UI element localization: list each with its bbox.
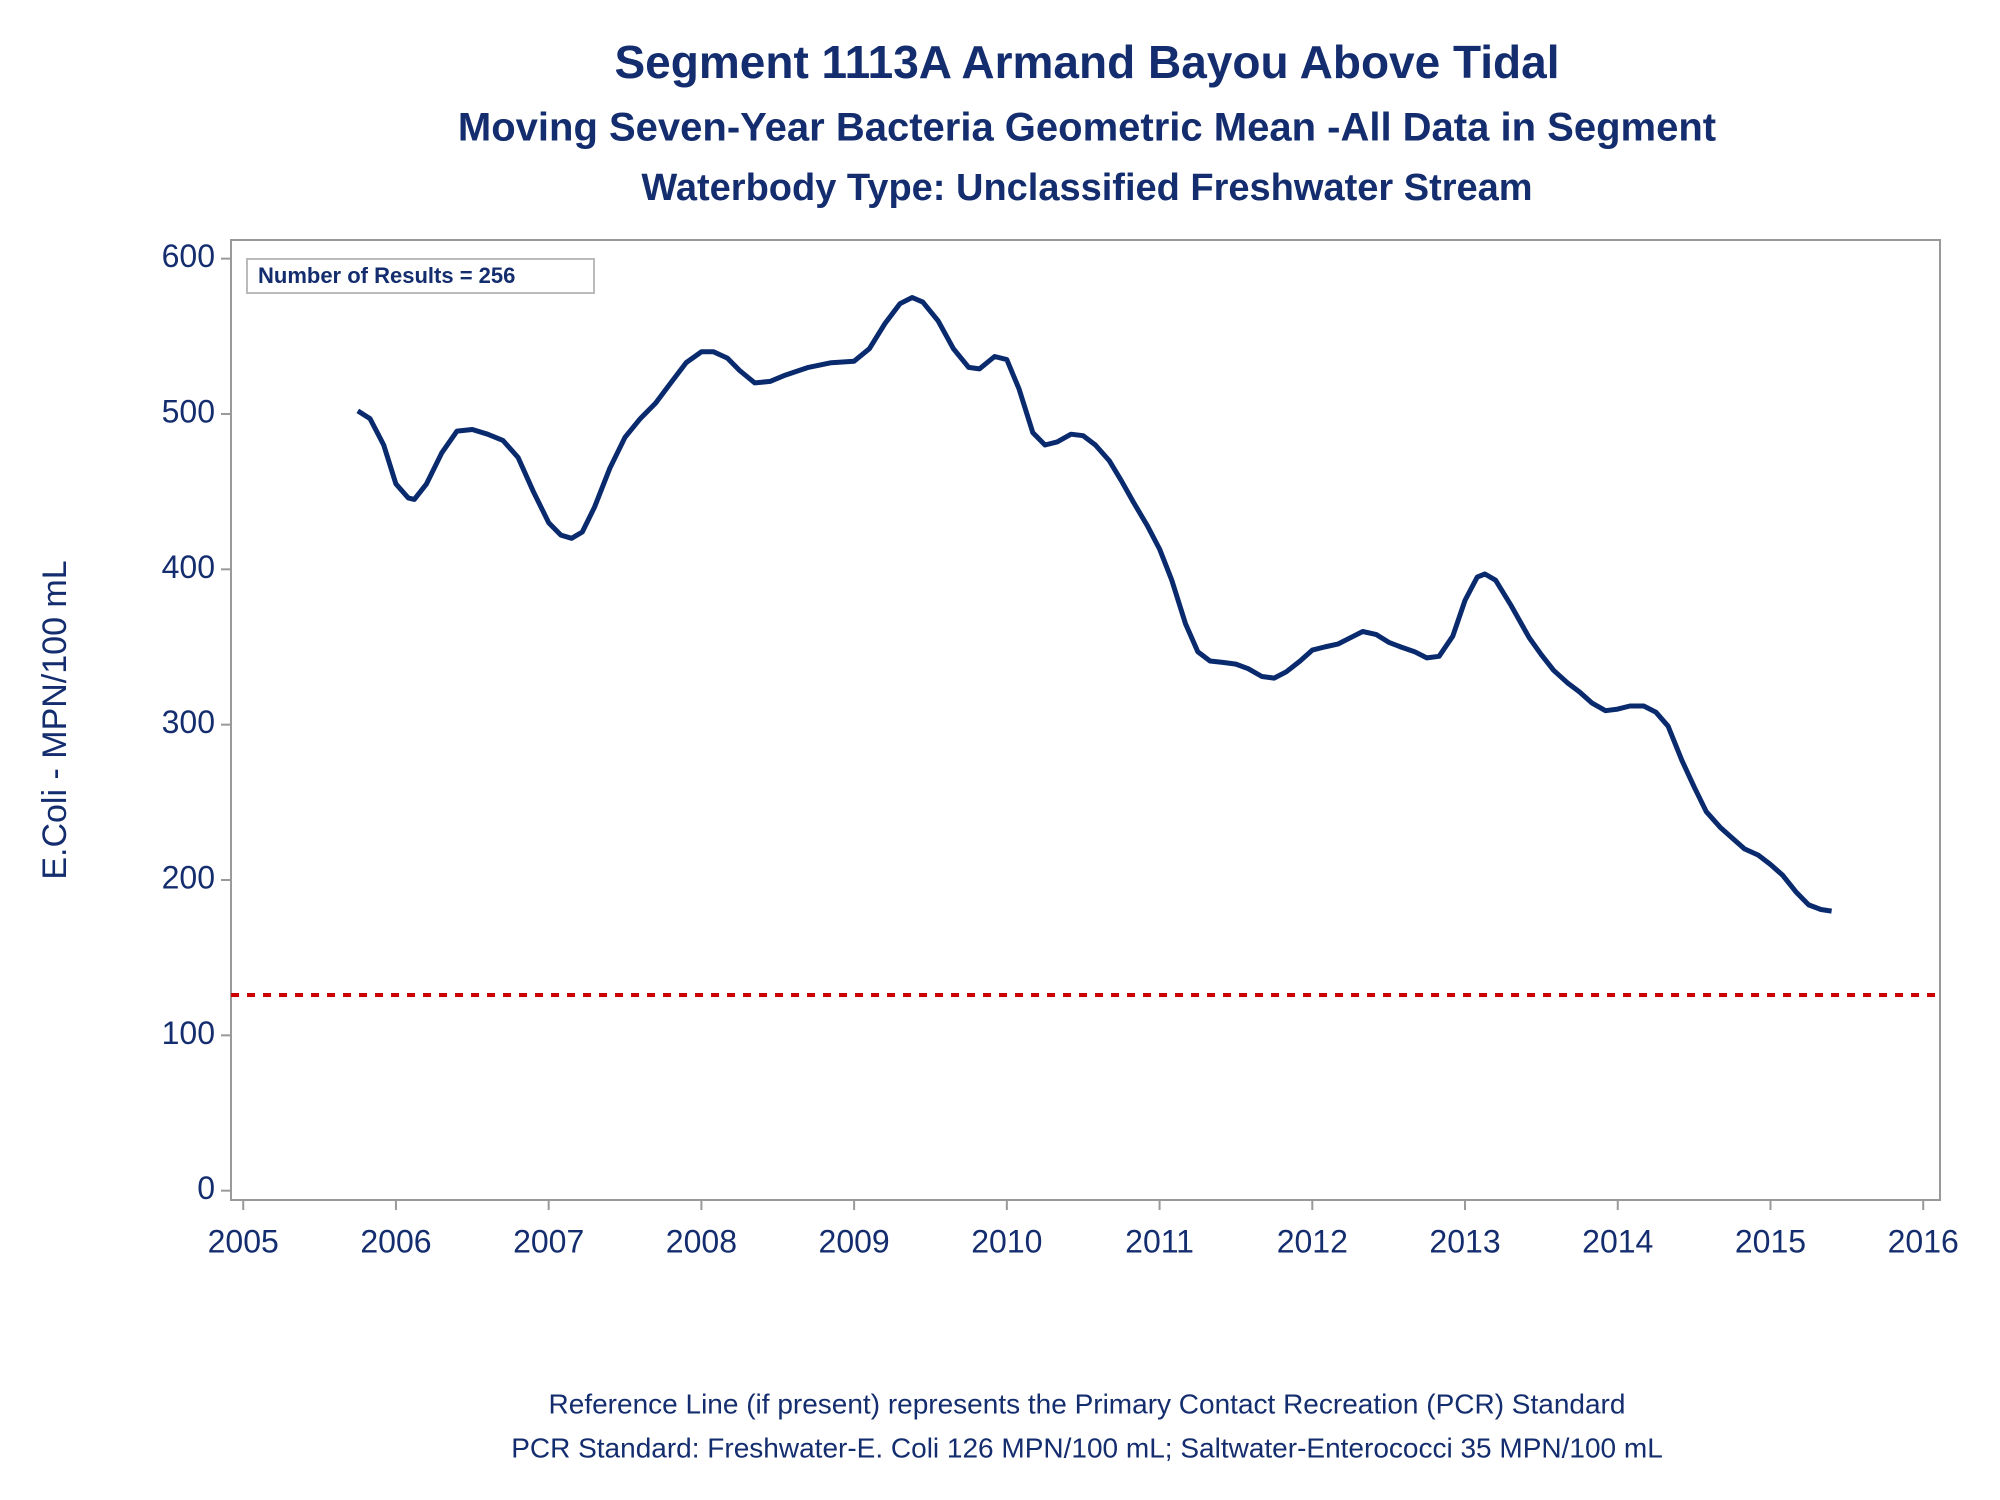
chart-subtitle: Waterbody Type: Unclassified Freshwater … (641, 167, 1532, 209)
y-tick-label: 400 (162, 549, 215, 585)
y-tick-label: 100 (162, 1015, 215, 1051)
x-tick-label: 2010 (971, 1223, 1042, 1259)
x-tick-label: 2006 (360, 1223, 431, 1259)
annotation: Number of Results = 256 (258, 263, 515, 288)
x-tick-label: 2005 (208, 1223, 279, 1259)
y-tick-label: 600 (162, 238, 215, 274)
y-tick-label: 200 (162, 859, 215, 895)
y-tick-label: 0 (197, 1170, 215, 1206)
x-tick-label: 2012 (1277, 1223, 1348, 1259)
annotation-box (246, 258, 595, 294)
y-tick-label: 500 (162, 393, 215, 429)
x-tick-label: 2008 (666, 1223, 737, 1259)
data-line (356, 295, 1832, 914)
x-tick-label: 2011 (1125, 1223, 1194, 1259)
x-tick-label: 2007 (513, 1223, 584, 1259)
x-tick-label: 2009 (819, 1223, 890, 1259)
x-tick-label: 2015 (1735, 1223, 1806, 1259)
y-tick-label: 300 (162, 704, 215, 740)
y-axis-label: E.Coli - MPN/100 mL (36, 560, 74, 879)
footnote: PCR Standard: Freshwater-E. Coli 126 MPN… (511, 1432, 1663, 1463)
x-tick-label: 2013 (1429, 1223, 1500, 1259)
plot-frame (230, 239, 1941, 1201)
footnote: Reference Line (if present) represents t… (549, 1388, 1626, 1419)
x-tick-label: 2014 (1582, 1223, 1653, 1259)
chart-subtitle: Moving Seven-Year Bacteria Geometric Mea… (458, 106, 1716, 150)
x-tick-label: 2016 (1888, 1223, 1959, 1259)
chart-title: Segment 1113A Armand Bayou Above Tidal (615, 36, 1560, 88)
